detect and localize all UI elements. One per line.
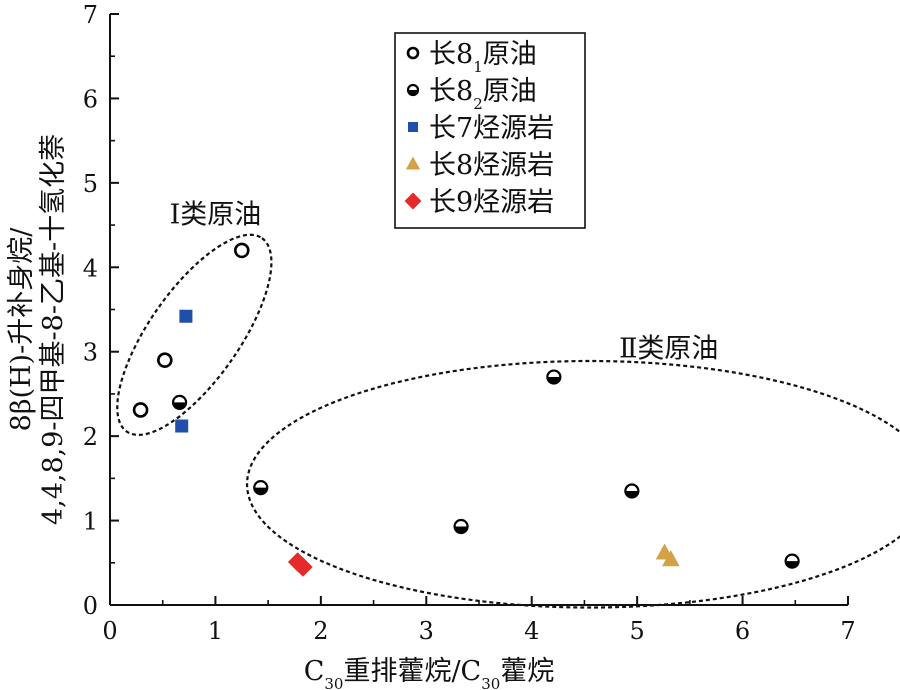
data-point (453, 518, 469, 535)
y-tick-label: 5 (83, 170, 98, 198)
legend-marker (408, 122, 418, 132)
y-axis-title-line1: 8β(H)-升补身烷/ (6, 227, 37, 432)
x-tick-label: 3 (419, 617, 434, 645)
data-point (624, 483, 640, 499)
data-point (175, 419, 189, 433)
y-tick-label: 2 (83, 423, 98, 451)
legend-box (394, 32, 586, 229)
x-tick-label: 2 (313, 617, 328, 645)
y-tick-label: 0 (83, 592, 98, 620)
y-axis-title-line2: 4,4,8,9-四甲基-8-乙基-十氢化萘 (38, 134, 69, 525)
x-axis-title: C30重排藿烷/C30藿烷 (304, 656, 555, 690)
legend-label: 长8烃源岩 (429, 150, 554, 181)
open-circle-marker (132, 402, 149, 418)
group-ellipse (116, 233, 273, 436)
data-point (171, 394, 188, 410)
data-point (253, 480, 269, 496)
half-circle-fill (173, 402, 187, 409)
x-tick-label: 1 (208, 617, 223, 645)
data-point (132, 402, 149, 418)
open-circle-marker (406, 46, 420, 60)
diamond-marker (404, 192, 422, 210)
square-marker (179, 309, 193, 323)
y-tick-label: 7 (83, 1, 98, 29)
square-marker (175, 419, 189, 433)
triangle-marker (662, 550, 680, 567)
x-tick-label: 0 (102, 617, 117, 645)
half-circle-fill (625, 491, 639, 498)
open-circle-marker (157, 352, 173, 368)
data-point (179, 309, 193, 323)
x-axis-title-text: C30重排藿烷/C30藿烷 (304, 656, 555, 690)
legend-marker (406, 83, 420, 97)
triangle-marker (405, 156, 421, 170)
diamond-marker (293, 557, 313, 577)
legend-label: 长9烃源岩 (429, 187, 554, 218)
half-circle-fill (547, 377, 561, 384)
data-point (157, 352, 173, 368)
square-marker (408, 122, 418, 132)
legend-marker (404, 192, 422, 210)
half-circle-fill (454, 526, 468, 533)
data-point (662, 550, 680, 567)
open-circle-marker (233, 242, 250, 259)
legend-marker (406, 46, 420, 60)
y-tick-label: 1 (83, 508, 98, 536)
half-circle-fill (254, 487, 268, 495)
data-points (132, 242, 800, 577)
half-circle-fill (408, 90, 418, 95)
group-label: Ⅱ类原油 (619, 334, 718, 365)
y-tick-label: 3 (83, 339, 98, 367)
half-circle-fill (785, 561, 799, 568)
group-ellipses (116, 233, 900, 609)
group-ellipse (246, 359, 900, 609)
legend-label: 长7烃源岩 (429, 113, 554, 144)
y-axis-title: 8β(H)-升补身烷/4,4,8,9-四甲基-8-乙基-十氢化萘 (6, 134, 69, 525)
data-point (233, 242, 250, 259)
legend-marker (405, 156, 421, 170)
x-tick-label: 7 (840, 617, 855, 645)
group-label: Ⅰ类原油 (170, 199, 262, 230)
y-tick-label: 6 (83, 85, 98, 113)
y-tick-labels: 0 1 2 3 4 5 6 7 (83, 1, 98, 620)
legend-label: 长82原油 (429, 76, 537, 113)
data-point (293, 557, 313, 577)
annotations: Ⅰ类原油 Ⅱ类原油 (170, 199, 719, 364)
tick-marks (109, 13, 849, 606)
x-tick-label: 6 (735, 617, 750, 645)
x-tick-labels: 0 1 2 3 4 5 6 7 (102, 617, 855, 645)
legend-label: 长81原油 (429, 39, 537, 76)
x-tick-label: 4 (524, 617, 539, 645)
x-tick-label: 5 (630, 617, 645, 645)
data-point (546, 369, 562, 385)
data-point (784, 553, 800, 569)
y-tick-label: 4 (83, 254, 98, 282)
